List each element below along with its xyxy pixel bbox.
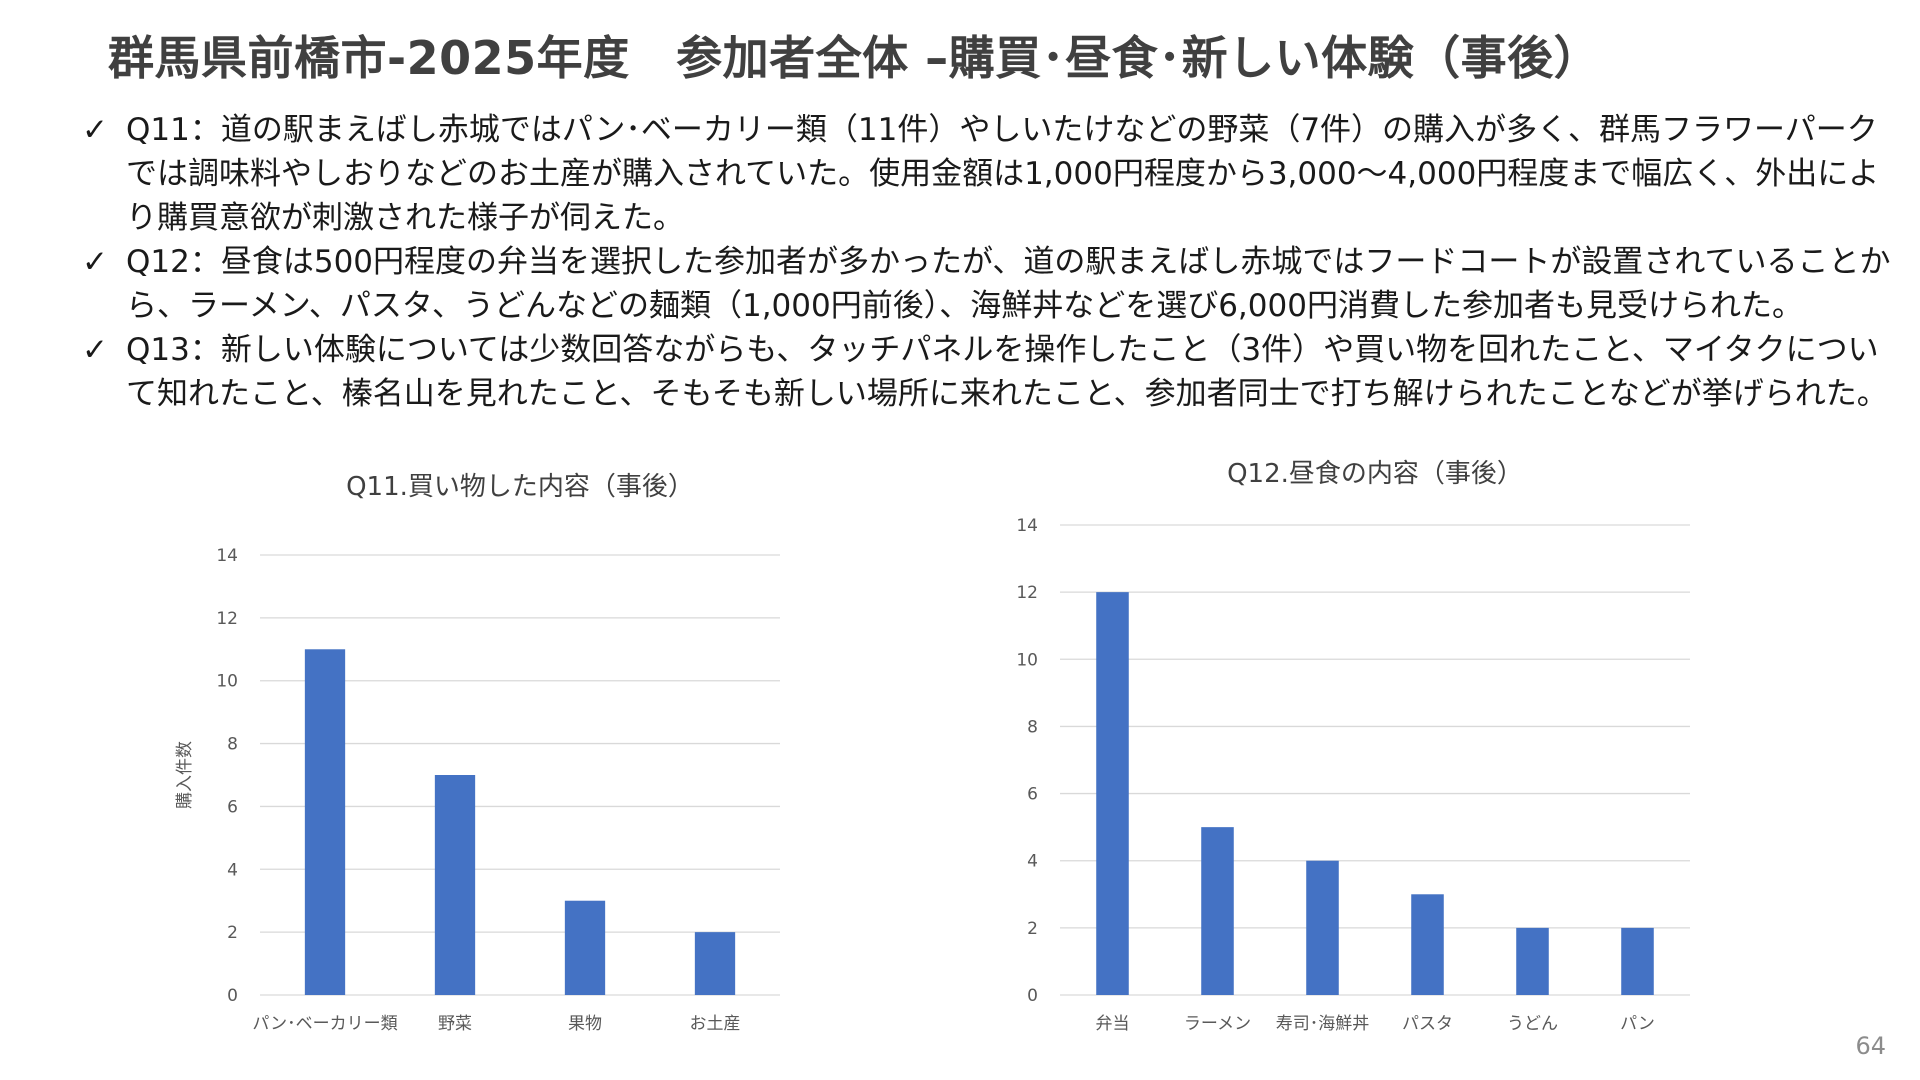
bullet-text: Q11：道の駅まえばし赤城ではパン･ベーカリー類（11件）やしいたけなどの野菜（… (126, 112, 1880, 236)
bar-6 (1621, 927, 1654, 995)
bar-4 (694, 932, 736, 995)
bullet-text: Q12：昼食は500円程度の弁当を選択した参加者が多かったが、道の駅まえばし赤城… (126, 244, 1891, 324)
x-tick-label: パスタ (1402, 1014, 1453, 1034)
bar-2 (434, 775, 476, 995)
bar-4 (1411, 894, 1444, 995)
x-tick-label: うどん (1507, 1014, 1558, 1034)
y-tick-label: 4 (1027, 852, 1038, 872)
bullet-q13: ✓ Q13：新しい体験については少数回答ながらも、タッチパネルを操作したこと（3… (82, 328, 1892, 416)
chart-q12-lunch: Q12.昼食の内容（事後） 0 2 4 6 8 10 12 14 弁当 ラーメン 寿司･海鮮丼 パスタ う… (1000, 450, 1720, 1050)
x-tick-label: パン･ベーカリー類 (252, 1014, 397, 1034)
x-tick-label: お土産 (690, 1014, 741, 1034)
slide-title: 群馬県前橋市-2025年度 参加者全体 –購買･昼食･新しい体験（事後） (108, 31, 1601, 85)
bar-5 (1516, 927, 1549, 995)
y-tick-label: 2 (1027, 919, 1038, 939)
y-tick-label: 8 (227, 735, 238, 755)
y-tick-label: 10 (216, 672, 238, 692)
x-tick-label: 野菜 (438, 1014, 472, 1034)
x-tick-label: パン (1620, 1014, 1655, 1034)
chart-q11-shopping: Q11.買い物した内容（事後） 0 2 4 6 8 10 12 14 購入件数パン･ベーカリー類 野… (160, 455, 800, 1055)
y-axis-label: 購入件数 (175, 741, 195, 809)
bullet-q12: ✓ Q12：昼食は500円程度の弁当を選択した参加者が多かったが、道の駅まえばし… (82, 240, 1892, 328)
chart-title: Q11.買い物した内容（事後） (346, 472, 694, 502)
y-tick-label: 14 (1016, 516, 1038, 536)
y-tick-label: 6 (1027, 785, 1038, 805)
y-tick-label: 12 (216, 609, 238, 629)
y-tick-label: 12 (1016, 583, 1038, 603)
bar-3 (1306, 860, 1339, 995)
x-tick-label: 弁当 (1096, 1014, 1130, 1034)
checkmark-icon: ✓ (82, 112, 108, 148)
y-tick-label: 4 (227, 860, 238, 880)
y-tick-label: 2 (227, 923, 238, 943)
chart-q12-svg: Q12.昼食の内容（事後） 0 2 4 6 8 10 12 14 弁当 ラーメン 寿司･海鮮丼 パスタ う… (1016, 459, 1690, 1034)
checkmark-icon: ✓ (82, 244, 108, 280)
x-tick-label: 果物 (568, 1014, 602, 1034)
x-tick-label: 寿司･海鮮丼 (1276, 1014, 1370, 1034)
y-tick-label: 8 (1027, 717, 1038, 737)
y-tick-label: 6 (227, 797, 238, 817)
bullet-list: ✓ Q11：道の駅まえばし赤城ではパン･ベーカリー類（11件）やしいたけなどの野… (82, 108, 1892, 416)
page-number: 64 (1855, 1032, 1886, 1060)
y-tick-label: 0 (1027, 986, 1038, 1006)
bar-1 (304, 649, 346, 995)
checkmark-icon: ✓ (82, 332, 108, 368)
y-tick-label: 0 (227, 986, 238, 1006)
y-tick-label: 10 (1016, 650, 1038, 670)
bar-2 (1201, 827, 1234, 995)
bar-1 (1096, 592, 1129, 995)
x-tick-label: ラーメン (1184, 1014, 1251, 1034)
bullet-text: Q13：新しい体験については少数回答ながらも、タッチパネルを操作したこと（3件）… (126, 332, 1888, 412)
bullet-q11: ✓ Q11：道の駅まえばし赤城ではパン･ベーカリー類（11件）やしいたけなどの野… (82, 108, 1892, 240)
chart-title: Q12.昼食の内容（事後） (1227, 459, 1523, 489)
bar-3 (564, 900, 606, 995)
y-tick-label: 14 (216, 546, 238, 566)
